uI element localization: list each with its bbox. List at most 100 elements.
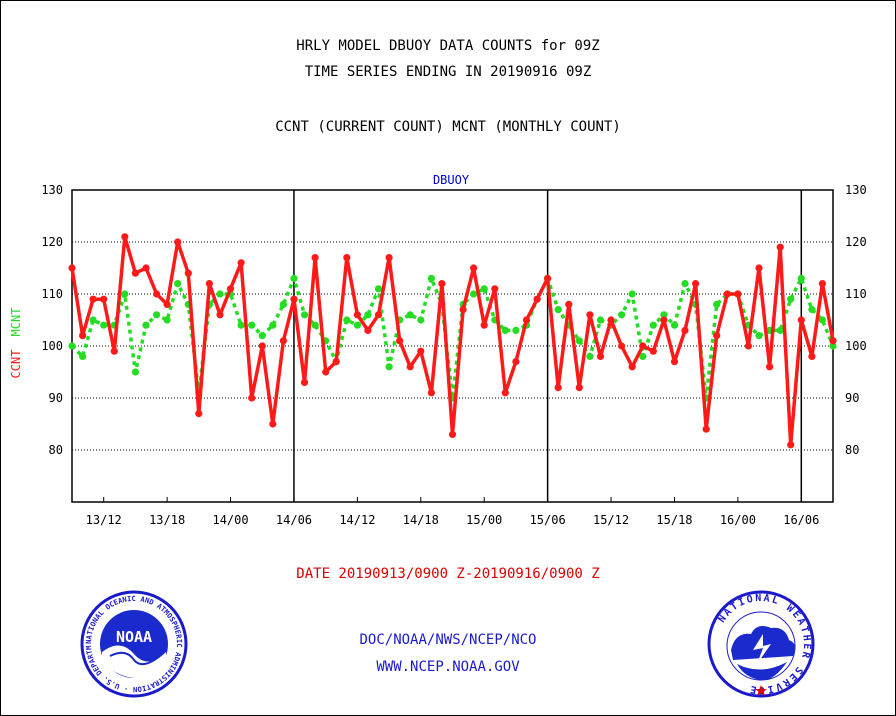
- data-point-ccnt: [618, 342, 626, 350]
- y-tick-label-right: 90: [845, 391, 859, 405]
- data-point-mcnt: [89, 316, 97, 324]
- data-point-ccnt: [406, 363, 414, 371]
- series-layer: [68, 233, 837, 449]
- x-tick-label: 14/00: [212, 513, 248, 527]
- data-point-ccnt: [829, 337, 837, 345]
- data-point-mcnt: [427, 274, 435, 282]
- data-point-ccnt: [575, 384, 583, 392]
- data-point-ccnt: [195, 410, 203, 418]
- data-point-ccnt: [670, 358, 679, 366]
- data-point-ccnt: [744, 342, 753, 350]
- data-point-ccnt: [205, 280, 213, 288]
- data-point-ccnt: [322, 368, 330, 376]
- data-point-ccnt: [121, 233, 129, 241]
- data-point-ccnt: [100, 295, 108, 303]
- y-tick-label-left: 110: [41, 287, 63, 301]
- data-point-mcnt: [596, 316, 605, 324]
- data-point-mcnt: [131, 368, 139, 376]
- data-point-mcnt: [618, 311, 626, 319]
- y-axis-label-group: CCNT MCNT: [9, 308, 23, 379]
- data-point-ccnt: [512, 358, 520, 366]
- date-range: DATE 20190913/0900 Z-20190916/0900 Z: [296, 566, 600, 582]
- y-axis-label-mcnt: MCNT: [9, 308, 23, 337]
- data-point-mcnt: [353, 321, 361, 329]
- data-point-mcnt: [100, 321, 108, 329]
- data-point-ccnt: [818, 280, 827, 288]
- data-point-ccnt: [628, 363, 636, 371]
- grid-layer: [72, 190, 833, 502]
- data-point-ccnt: [808, 352, 816, 360]
- data-point-mcnt: [290, 274, 298, 282]
- x-tick-label: 14/18: [403, 513, 439, 527]
- data-point-ccnt: [279, 337, 287, 345]
- nws-logo: NATIONAL WEATHER SERVICE: [707, 590, 815, 698]
- time-series-chart: 80 80 90 90 100 100 110 110 120 120 130 130 13/12 13/…: [9, 173, 867, 527]
- data-point-ccnt: [332, 358, 340, 366]
- y-tick-label-left: 90: [49, 391, 63, 405]
- noaa-logo: NATIONAL OCEANIC AND ATMOSPHERIC ADMINIS…: [80, 590, 188, 698]
- data-point-mcnt: [808, 306, 816, 314]
- series-description: CCNT (CURRENT COUNT) MCNT (MONTHLY COUNT…: [275, 119, 621, 135]
- data-point-ccnt: [248, 394, 256, 402]
- x-tick-label: 15/12: [593, 513, 629, 527]
- data-point-ccnt: [596, 352, 605, 360]
- data-point-ccnt: [448, 430, 457, 438]
- data-point-ccnt: [501, 389, 509, 397]
- data-point-mcnt: [480, 285, 488, 293]
- data-point-ccnt: [311, 254, 319, 262]
- data-point-mcnt: [142, 321, 150, 329]
- data-point-ccnt: [522, 316, 531, 324]
- data-point-mcnt: [829, 342, 837, 350]
- data-point-mcnt: [406, 311, 414, 319]
- data-point-ccnt: [258, 342, 266, 350]
- data-point-mcnt: [586, 352, 594, 360]
- data-point-ccnt: [586, 311, 594, 319]
- x-tick-label: 16/00: [720, 513, 756, 527]
- data-point-ccnt: [692, 280, 700, 288]
- y-axis-label-ccnt: CCNT: [9, 350, 23, 379]
- data-point-ccnt: [723, 290, 731, 298]
- x-tick-label: 13/18: [149, 513, 185, 527]
- data-point-mcnt: [649, 321, 657, 329]
- x-tick-label: 15/18: [656, 513, 692, 527]
- data-point-mcnt: [68, 342, 76, 350]
- data-point-ccnt: [385, 254, 393, 262]
- data-point-mcnt: [639, 352, 647, 360]
- data-point-mcnt: [343, 316, 351, 324]
- x-tick-label: 14/06: [276, 513, 312, 527]
- data-point-mcnt: [575, 337, 583, 345]
- data-point-mcnt: [385, 363, 393, 371]
- data-point-ccnt: [470, 264, 478, 272]
- y-tick-label-left: 120: [41, 235, 63, 249]
- data-point-ccnt: [681, 326, 689, 334]
- data-point-mcnt: [417, 316, 425, 324]
- data-point-mcnt: [163, 316, 171, 324]
- series-line-ccnt: [70, 235, 835, 447]
- data-point-ccnt: [142, 264, 150, 272]
- data-point-ccnt: [554, 384, 562, 392]
- ncep-link[interactable]: WWW.NCEP.NOAA.GOV: [376, 659, 520, 675]
- data-point-mcnt: [787, 295, 795, 303]
- data-point-ccnt: [459, 306, 467, 314]
- x-tick-label: 13/12: [86, 513, 122, 527]
- data-point-ccnt: [364, 326, 372, 334]
- data-point-ccnt: [438, 280, 446, 288]
- data-point-mcnt: [374, 285, 383, 293]
- data-point-mcnt: [174, 280, 182, 288]
- data-point-ccnt: [544, 274, 552, 282]
- data-point-mcnt: [554, 306, 562, 314]
- data-point-ccnt: [153, 290, 161, 298]
- data-point-ccnt: [639, 342, 647, 350]
- x-tick-label: 16/06: [783, 513, 819, 527]
- data-point-ccnt: [290, 295, 298, 303]
- data-point-mcnt: [364, 311, 372, 319]
- data-point-mcnt: [755, 332, 763, 340]
- data-point-mcnt: [79, 352, 87, 360]
- y-tick-label-right: 120: [845, 235, 867, 249]
- data-point-ccnt: [269, 420, 277, 428]
- data-point-ccnt: [797, 316, 805, 324]
- y-tick-label-right: 80: [845, 443, 859, 457]
- data-point-ccnt: [734, 290, 742, 298]
- data-point-mcnt: [248, 321, 256, 329]
- y-tick-label-left: 80: [49, 443, 63, 457]
